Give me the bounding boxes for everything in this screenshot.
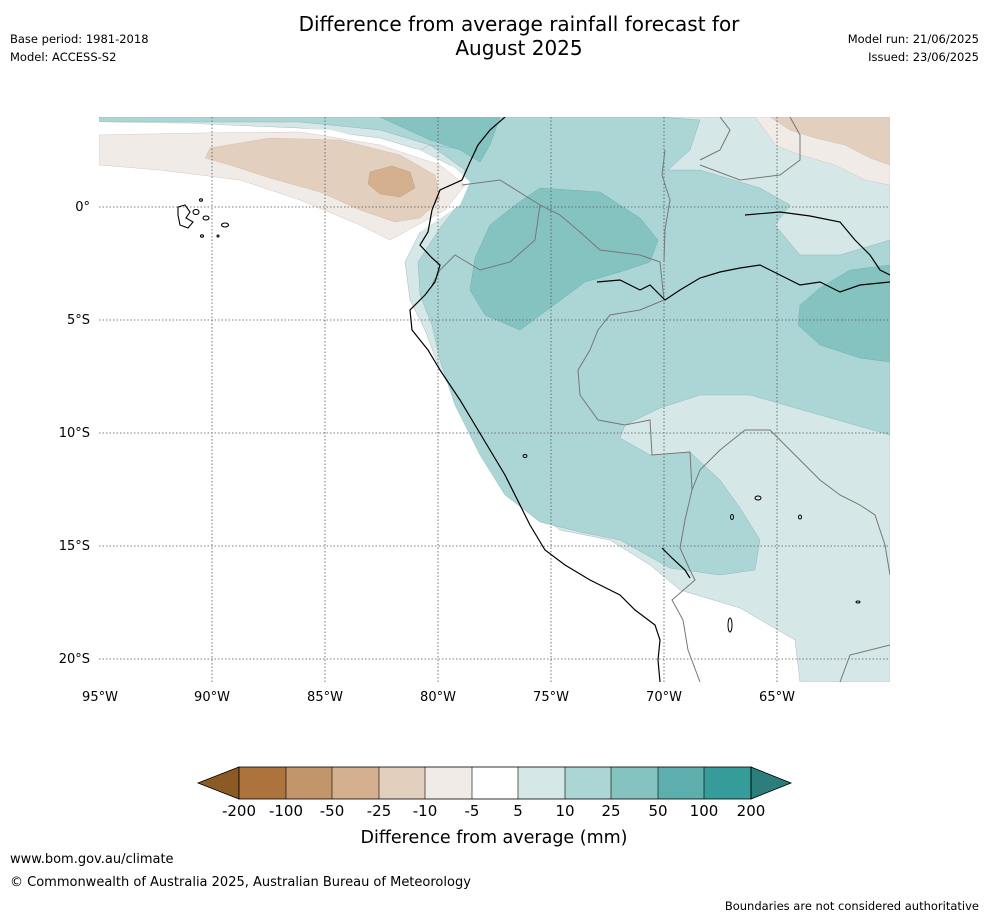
colorbar-tick: 5	[513, 802, 523, 820]
colorbar-tick: -10	[413, 802, 438, 820]
rainfall-zone-medium-teal-central	[469, 187, 659, 331]
colorbar-tick: -5	[465, 802, 480, 820]
metadata-left: Base period: 1981-2018 Model: ACCESS-S2	[10, 30, 149, 66]
colorbar-tick: -25	[367, 802, 392, 820]
longitude-labels: 95°W 90°W 85°W 80°W 75°W 70°W 65°W	[82, 690, 795, 705]
lat-label: 5°S	[67, 313, 90, 328]
rainfall-zone-medium-teal-east	[797, 264, 890, 363]
title-line-1: Difference from average rainfall forecas…	[298, 12, 740, 36]
lon-label: 65°W	[759, 690, 795, 705]
lon-label: 75°W	[533, 690, 569, 705]
galapagos-islands	[177, 198, 230, 238]
lat-label: 10°S	[59, 426, 90, 441]
colorbar-bin	[704, 767, 751, 799]
colorbar-tick: 10	[555, 802, 574, 820]
base-period-label: Base period: 1981-2018	[10, 32, 149, 46]
colorbar-bin	[658, 767, 704, 799]
lat-label: 0°	[75, 200, 90, 215]
colorbar: -200 -100 -50 -25 -10 -5 5 10 25 50 100 …	[196, 766, 793, 848]
title-line-2: August 2025	[455, 36, 583, 60]
map-title: Difference from average rainfall forecas…	[0, 12, 988, 60]
model-run-label: Model run: 21/06/2025	[847, 32, 979, 46]
colorbar-bin	[611, 767, 658, 799]
colorbar-tick: -200	[222, 802, 256, 820]
metadata-right: Model run: 21/06/2025 Issued: 23/06/2025	[848, 30, 979, 66]
colorbar-bin	[332, 767, 379, 799]
lon-label: 80°W	[420, 690, 456, 705]
colorbar-tick: 25	[601, 802, 620, 820]
graticule	[99, 117, 890, 682]
lat-label: 15°S	[59, 539, 90, 554]
rainfall-zone-tan-ne	[769, 117, 890, 166]
coastline	[409, 117, 890, 682]
colorbar-bin	[286, 767, 332, 799]
website-url: www.bom.gov.au/climate	[10, 852, 174, 867]
colorbar-frame	[238, 766, 752, 800]
lon-label: 95°W	[82, 690, 118, 705]
colorbar-tick: -50	[320, 802, 345, 820]
colorbar-tick: 50	[648, 802, 667, 820]
colorbar-bin	[518, 767, 565, 799]
country-borders	[431, 117, 890, 682]
colorbar-tick: 100	[690, 802, 719, 820]
colorbar-tick: -100	[269, 802, 303, 820]
issued-label: Issued: 23/06/2025	[868, 50, 979, 64]
colorbar-bin	[565, 767, 611, 799]
copyright-notice: © Commonwealth of Australia 2025, Austra…	[10, 875, 471, 890]
lon-label: 70°W	[646, 690, 682, 705]
colorbar-extend-low	[196, 766, 240, 800]
lat-label: 20°S	[59, 652, 90, 667]
colorbar-bin	[379, 767, 425, 799]
map-area	[99, 117, 890, 682]
colorbar-extend-high	[750, 766, 793, 800]
colorbar-tick: 200	[737, 802, 766, 820]
lon-label: 90°W	[194, 690, 230, 705]
colorbar-bin	[425, 767, 472, 799]
rainfall-zone-dark-tan	[367, 165, 416, 198]
lon-label: 85°W	[307, 690, 343, 705]
boundaries-disclaimer: Boundaries are not considered authoritat…	[724, 899, 979, 913]
colorbar-title: Difference from average (mm)	[360, 828, 627, 848]
colorbar-bin	[472, 767, 518, 799]
rainfall-zone-medium-teal-north	[379, 117, 501, 163]
inland-lakes	[522, 454, 861, 633]
model-label: Model: ACCESS-S2	[10, 50, 117, 64]
rainfall-zone-tan	[204, 137, 441, 223]
colorbar-bin	[239, 767, 286, 799]
latitude-labels: 0° 5°S 10°S 15°S 20°S	[59, 200, 90, 667]
